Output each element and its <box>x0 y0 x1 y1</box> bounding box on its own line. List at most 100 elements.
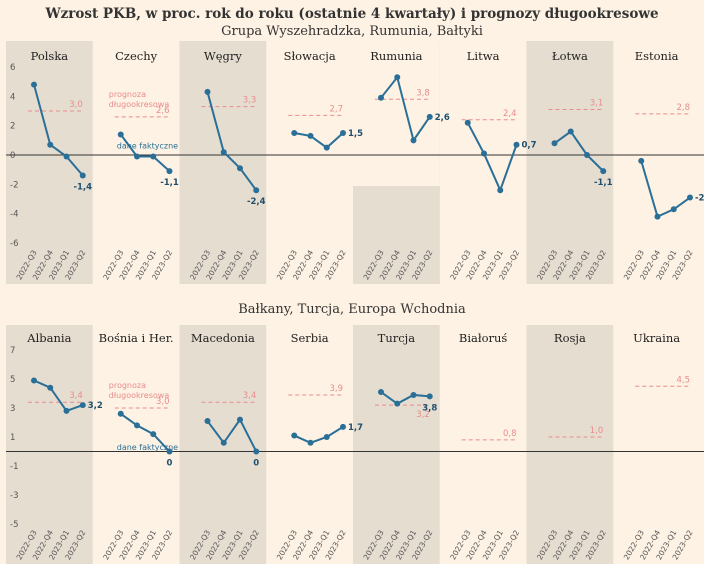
data-point-estonia <box>687 194 693 201</box>
data-point-macedonia <box>237 416 243 423</box>
series-line-polska <box>33 84 84 177</box>
data-point-estonia <box>638 157 645 164</box>
forecast-note: prognoza <box>109 90 146 99</box>
last-value-label-albania: 3,2 <box>88 401 103 411</box>
forecast-label-lotwa: 3,1 <box>590 99 604 109</box>
data-point-bosnia-i-her <box>150 431 157 438</box>
data-point-lotwa <box>600 168 607 175</box>
last-value-label-polska: -1,4 <box>73 183 92 193</box>
data-point-albania <box>79 402 86 409</box>
data-point-turcja <box>394 400 401 407</box>
series-line-serbia <box>293 426 344 444</box>
data-point-turcja <box>426 393 433 400</box>
y-tick-label: 3 <box>10 404 15 414</box>
panel-title-wegry: Węgry <box>204 49 242 63</box>
data-point-czechy <box>150 153 157 160</box>
data-point-wegry <box>220 149 227 156</box>
data-point-turcja <box>410 391 417 398</box>
actual-note: dane faktyczne <box>117 443 178 452</box>
panel-unshade-rumunia-upper <box>353 41 440 186</box>
data-point-czechy <box>134 153 140 160</box>
forecast-note: długookresowa <box>109 100 170 109</box>
data-point-rumunia <box>410 137 417 144</box>
forecast-label-bosnia-i-her: 3,0 <box>156 397 170 407</box>
forecast-label-albania: 3,4 <box>69 391 83 401</box>
data-point-wegry <box>253 187 260 194</box>
last-value-label-wegry: -2,4 <box>247 197 266 207</box>
data-point-estonia <box>654 213 661 220</box>
forecast-label-macedonia: 3,4 <box>243 391 257 401</box>
forecast-label-serbia: 3,9 <box>329 384 343 394</box>
forecast-label-turcja: 3,2 <box>416 410 430 420</box>
series-line-lotwa <box>553 130 604 172</box>
data-point-slowacja <box>307 132 314 139</box>
forecast-label-estonia: 2,8 <box>676 103 690 113</box>
y-tick-label: 7 <box>10 346 15 356</box>
panel-title-rosja: Rosja <box>554 331 586 345</box>
forecast-label-slowacja: 2,7 <box>329 104 343 114</box>
data-point-rumunia <box>426 113 433 120</box>
data-point-albania <box>31 377 37 384</box>
last-value-label-serbia: 1,7 <box>348 423 363 433</box>
forecast-label-bialorus: 0,8 <box>503 429 517 439</box>
series-line-estonia <box>640 160 691 218</box>
panel-title-bialorus: Białoruś <box>459 331 508 345</box>
panel-title-polska: Polska <box>31 49 69 63</box>
data-point-macedonia <box>220 439 227 446</box>
forecast-note: prognoza <box>109 381 146 390</box>
panel-shade-1-4 <box>353 325 440 564</box>
data-point-lotwa <box>551 140 558 147</box>
forecast-label-ukraina: 4,5 <box>676 375 690 385</box>
data-point-litwa <box>481 150 487 157</box>
data-point-slowacja <box>340 130 346 136</box>
data-point-serbia <box>340 423 346 430</box>
forecast-label-wegry: 3,3 <box>243 96 257 106</box>
group1-subtitle: Grupa Wyszehradzka, Rumunia, Bałtyki <box>221 24 483 39</box>
y-tick-label: 4 <box>10 92 15 102</box>
forecast-label-rosja: 1,0 <box>590 426 604 436</box>
panel-title-czechy: Czechy <box>115 49 158 63</box>
y-tick-label: -1 <box>10 462 18 472</box>
y-tick-label: 6 <box>10 63 15 73</box>
panel-shade-1-0 <box>6 325 93 564</box>
last-value-label-lotwa: -1,1 <box>594 178 613 188</box>
data-point-turcja <box>378 389 384 396</box>
panel-title-albania: Albania <box>26 331 71 345</box>
y-tick-label: 0 <box>10 151 15 161</box>
panel-shade-0-0 <box>6 41 93 284</box>
forecast-label-litwa: 2,4 <box>503 109 517 119</box>
y-tick-label: -6 <box>10 239 18 249</box>
panel-shade-0-6 <box>526 41 614 284</box>
data-point-czechy <box>117 131 124 138</box>
data-point-bosnia-i-her <box>134 422 140 429</box>
data-point-litwa <box>464 119 471 126</box>
forecast-label-rumunia: 3,8 <box>416 88 430 98</box>
y-tick-label: 1 <box>10 433 15 443</box>
panel-title-rumunia: Rumunia <box>370 49 422 63</box>
data-point-litwa <box>497 187 504 194</box>
data-point-estonia <box>670 206 677 213</box>
forecast-label-czechy: 2,6 <box>156 106 170 116</box>
panel-title-macedonia: Macedonia <box>191 331 255 345</box>
data-point-macedonia <box>253 448 260 455</box>
data-point-albania <box>47 384 54 391</box>
last-value-label-estonia: -2,9 <box>695 194 704 204</box>
data-point-czechy <box>166 168 173 175</box>
data-point-slowacja <box>291 130 298 136</box>
series-line-litwa <box>466 122 518 193</box>
panel-title-estonia: Estonia <box>635 49 679 63</box>
panel-title-litwa: Litwa <box>467 49 500 63</box>
forecast-note: długookresowa <box>109 391 170 400</box>
data-point-polska <box>47 141 54 148</box>
data-point-bosnia-i-her <box>117 410 124 417</box>
data-point-litwa <box>513 141 520 148</box>
panel-title-turcja: Turcja <box>378 331 416 345</box>
last-value-label-rumunia: 2,6 <box>435 113 450 123</box>
last-value-label-turcja: 3,8 <box>422 403 437 413</box>
series-line-czechy <box>119 133 171 172</box>
chart-title: Wzrost PKB, w proc. rok do roku (ostatni… <box>45 6 659 22</box>
data-point-polska <box>79 172 86 179</box>
panel-title-lotwa: Łotwa <box>552 49 588 63</box>
